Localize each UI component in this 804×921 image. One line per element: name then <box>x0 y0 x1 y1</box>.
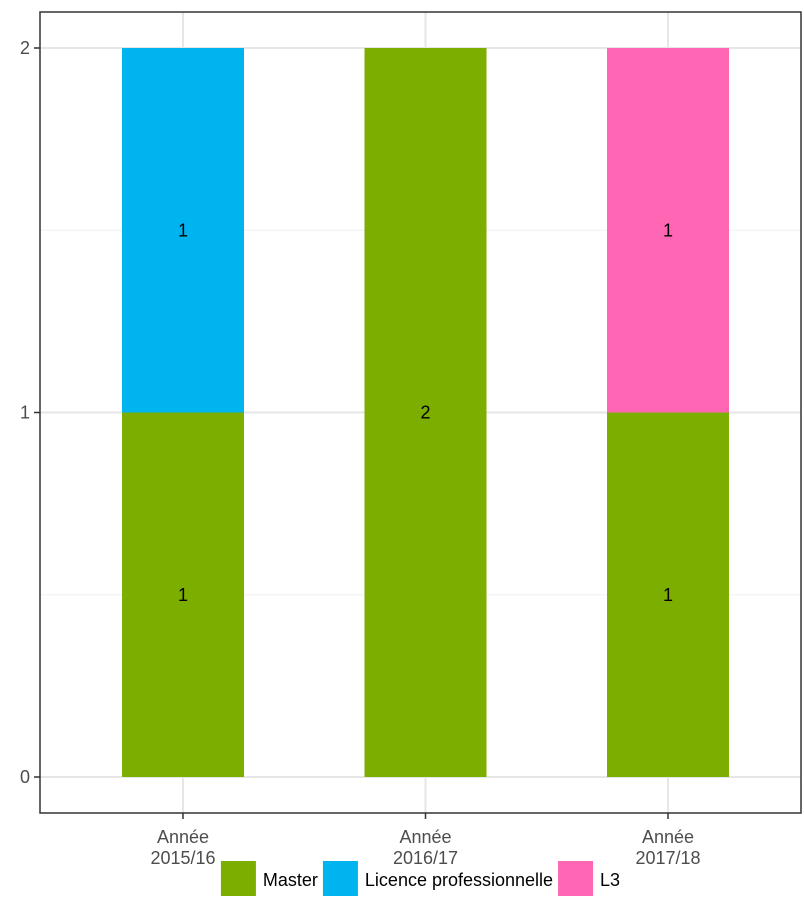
bar-data-label: 1 <box>663 220 673 240</box>
bar-segment <box>607 412 729 777</box>
legend-key <box>322 861 358 896</box>
legend-key <box>558 861 594 896</box>
y-tick-label: 0 <box>20 767 30 787</box>
bar-labels: 1 1 2 1 1 <box>178 220 673 605</box>
bar-data-label: 2 <box>420 403 430 423</box>
bar-data-label: 1 <box>178 220 188 240</box>
legend-label: Licence professionnelle <box>365 870 553 890</box>
bar-segment <box>122 412 244 777</box>
legend: Master Licence professionnelle L3 <box>220 861 620 896</box>
legend-label: Master <box>263 870 318 890</box>
bar-segment <box>364 48 487 777</box>
legend-key <box>220 861 256 896</box>
x-tick-label: Année 2015/16 <box>150 827 215 868</box>
legend-label: L3 <box>600 870 620 890</box>
x-tick-label: Année 2016/17 <box>393 827 458 868</box>
bar-data-label: 1 <box>663 585 673 605</box>
bars <box>122 48 729 777</box>
x-axis: Année 2015/16 Année 2016/17 Année 2017/18 <box>150 813 701 868</box>
y-tick-label: 1 <box>20 403 30 423</box>
x-tick-label: Année 2017/18 <box>635 827 700 868</box>
bar-data-label: 1 <box>178 585 188 605</box>
y-axis: 0 1 2 <box>20 38 40 787</box>
bar-segment <box>122 48 244 413</box>
y-tick-label: 2 <box>20 38 30 58</box>
bar-segment <box>607 48 729 413</box>
